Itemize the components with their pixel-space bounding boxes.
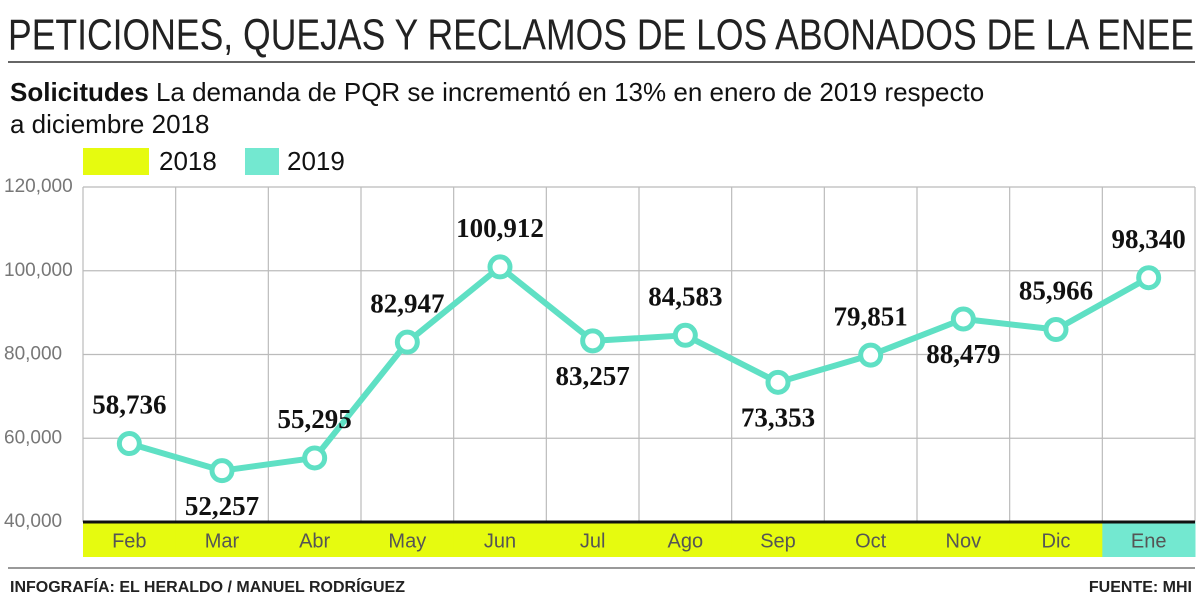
data-point [302, 445, 328, 471]
x-tick-label: Ene [1131, 530, 1167, 552]
legend-swatch [245, 148, 279, 175]
data-point [1136, 265, 1162, 291]
chart-title: PETICIONES, QUEJAS Y RECLAMOS DE LOS ABO… [8, 11, 1194, 60]
subtitle-label: Solicitudes [10, 77, 149, 107]
data-label: 79,851 [834, 301, 908, 331]
category-band [1102, 522, 1196, 557]
x-tick-label: Feb [112, 530, 146, 552]
category-band [453, 522, 547, 557]
x-tick-label: Nov [946, 530, 982, 552]
data-point [394, 329, 420, 355]
x-tick-label: Dic [1042, 530, 1071, 552]
data-point [858, 342, 884, 368]
data-point [487, 254, 513, 280]
data-point [209, 458, 235, 484]
category-band [546, 522, 640, 557]
footer-credit: INFOGRAFÍA: EL HERALDO / MANUEL RODRÍGUE… [10, 577, 405, 596]
category-band [824, 522, 918, 557]
x-tick-label: Sep [760, 530, 796, 552]
legend-label: 2018 [159, 146, 217, 176]
category-band [731, 522, 825, 557]
category-band [361, 522, 455, 557]
data-point [116, 431, 142, 457]
data-label: 82,947 [370, 288, 444, 318]
y-tick-label: 80,000 [4, 344, 62, 365]
legend-label: 2019 [287, 146, 345, 176]
category-band [1009, 522, 1103, 557]
data-label: 83,257 [556, 361, 630, 391]
x-tick-label: Ago [668, 530, 704, 552]
data-label: 98,340 [1112, 224, 1186, 254]
data-label: 55,295 [278, 404, 352, 434]
data-point [580, 328, 606, 354]
data-label: 100,912 [456, 213, 544, 243]
category-band [83, 522, 177, 557]
x-tick-label: May [388, 530, 426, 552]
data-label: 84,583 [648, 282, 722, 312]
footer-source: FUENTE: MHI [1089, 579, 1192, 596]
x-tick-label: Jun [484, 530, 516, 552]
y-tick-label: 40,000 [4, 511, 62, 532]
data-label: 52,257 [185, 491, 259, 521]
category-band [917, 522, 1011, 557]
data-point [1043, 317, 1069, 343]
y-tick-label: 120,000 [4, 176, 73, 197]
data-label: 85,966 [1019, 276, 1093, 306]
x-tick-label: Jul [580, 530, 606, 552]
data-label: 73,353 [741, 403, 815, 433]
subtitle-text: La demanda de PQR se incrementó en 13% e… [156, 77, 984, 107]
x-tick-label: Oct [855, 530, 887, 552]
category-band [639, 522, 733, 557]
data-line [128, 263, 1151, 474]
y-tick-label: 60,000 [4, 427, 62, 448]
subtitle-text: a diciembre 2018 [10, 109, 209, 139]
category-band [268, 522, 362, 557]
x-tick-label: Mar [205, 530, 240, 552]
y-tick-label: 100,000 [4, 260, 73, 281]
subtitle: Solicitudes La demanda de PQR se increme… [10, 77, 984, 107]
data-label: 58,736 [92, 390, 166, 420]
data-label: 88,479 [926, 339, 1000, 369]
data-point [765, 369, 791, 395]
x-tick-label: Abr [299, 530, 330, 552]
data-point [672, 322, 698, 348]
category-band [175, 522, 269, 557]
data-point [950, 306, 976, 332]
legend-swatch [83, 148, 149, 175]
